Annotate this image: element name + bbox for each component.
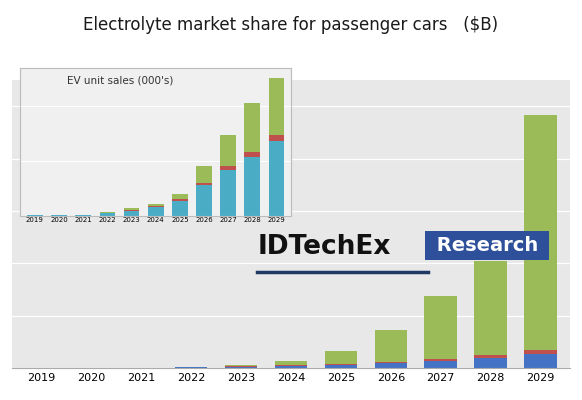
Bar bbox=[172, 201, 188, 216]
Bar bbox=[325, 351, 357, 364]
Bar bbox=[244, 157, 260, 216]
Bar bbox=[75, 215, 91, 216]
Bar bbox=[123, 210, 139, 216]
Bar bbox=[225, 367, 257, 368]
Bar bbox=[325, 364, 357, 365]
Bar bbox=[225, 365, 257, 366]
Bar bbox=[244, 152, 260, 157]
Bar bbox=[375, 362, 407, 363]
Bar bbox=[524, 354, 556, 368]
Bar bbox=[196, 166, 212, 182]
Text: IDTechEx: IDTechEx bbox=[257, 234, 391, 260]
Bar bbox=[148, 207, 164, 216]
Bar bbox=[148, 204, 164, 206]
Text: EV unit sales (000's): EV unit sales (000's) bbox=[68, 75, 173, 85]
Text: Electrolyte market share for passenger cars   ($B): Electrolyte market share for passenger c… bbox=[83, 16, 499, 34]
Bar bbox=[524, 114, 556, 350]
Bar bbox=[100, 212, 115, 213]
Bar bbox=[269, 142, 285, 216]
Bar bbox=[524, 350, 556, 354]
Bar bbox=[275, 365, 307, 366]
Bar bbox=[474, 261, 507, 355]
Text: Research: Research bbox=[430, 236, 545, 255]
Bar bbox=[275, 361, 307, 365]
Bar bbox=[275, 366, 307, 368]
Bar bbox=[221, 166, 236, 170]
Bar bbox=[325, 365, 357, 368]
Bar bbox=[424, 361, 457, 368]
Bar bbox=[123, 208, 139, 210]
Bar bbox=[269, 78, 285, 135]
Bar bbox=[100, 213, 115, 216]
Bar bbox=[424, 296, 457, 358]
Bar bbox=[424, 358, 457, 361]
Bar bbox=[148, 206, 164, 207]
Bar bbox=[172, 194, 188, 199]
Bar bbox=[375, 330, 407, 362]
Bar bbox=[474, 358, 507, 368]
Bar bbox=[172, 199, 188, 201]
Bar bbox=[375, 363, 407, 368]
Bar bbox=[269, 135, 285, 142]
Bar bbox=[221, 170, 236, 216]
Bar bbox=[221, 136, 236, 166]
Bar bbox=[196, 185, 212, 216]
Bar bbox=[244, 102, 260, 152]
Bar bbox=[196, 182, 212, 185]
Bar bbox=[474, 355, 507, 358]
